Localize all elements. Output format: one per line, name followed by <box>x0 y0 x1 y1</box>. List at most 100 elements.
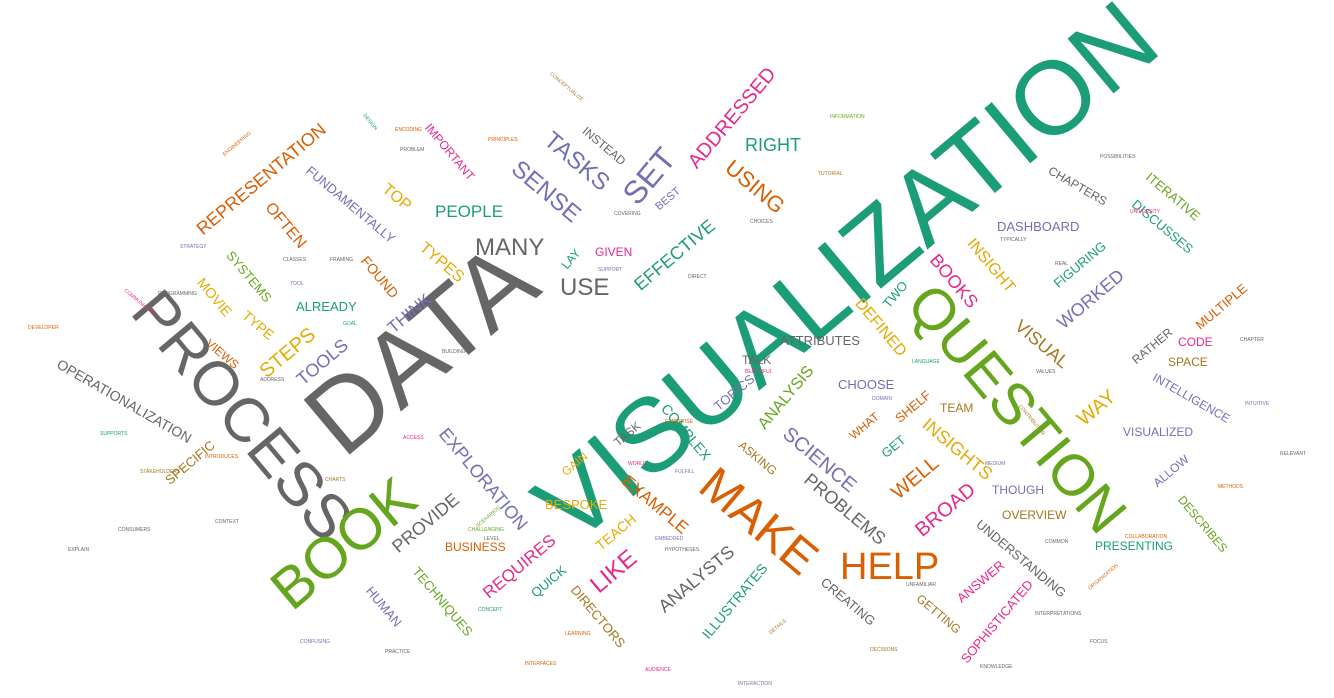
word: CONFUSING <box>300 639 330 645</box>
word: STRATEGY <box>180 244 207 250</box>
word: AUDIENCE <box>645 667 671 673</box>
word: INTELLIGENCE <box>1150 370 1233 426</box>
word: EFFECTIVE <box>630 215 719 295</box>
word: CONCEPT <box>478 607 503 613</box>
word: GET <box>878 432 909 461</box>
word: INTERACTION <box>738 681 772 687</box>
word: USING <box>720 154 790 219</box>
word: VALUES <box>1036 369 1056 375</box>
word: GOAL <box>343 321 357 327</box>
word: TOOL <box>290 281 304 287</box>
word: FULFILL <box>675 469 695 475</box>
word: BESPOKE <box>545 497 608 512</box>
word: CHOOSE <box>838 377 895 392</box>
word: UNIVERSITY <box>1130 209 1161 215</box>
word: ASKING <box>735 438 780 478</box>
word: LAY <box>558 246 584 272</box>
word: TOP <box>378 180 415 215</box>
word: PROGRAMMING <box>158 291 197 297</box>
word: ENGINEERING <box>221 130 253 158</box>
word: ADDRESSED <box>683 63 781 173</box>
word: BUSINESS <box>445 540 506 554</box>
word: GIVEN <box>595 245 633 259</box>
word: TYPICALLY <box>1000 237 1027 243</box>
word: USE <box>560 274 610 301</box>
word: MEDIUM <box>985 461 1006 467</box>
word: WORLD <box>628 461 647 467</box>
word: PEOPLE <box>435 202 504 221</box>
word: INTERPRETATIONS <box>1035 611 1082 617</box>
word: BROAD <box>911 478 980 542</box>
word: TUTORIAL <box>818 171 843 177</box>
word: RELEVANT <box>1280 451 1307 457</box>
word: INTRODUCES <box>205 454 239 460</box>
word: DOMAIN <box>872 396 892 402</box>
word: COVERING <box>614 211 641 217</box>
word: DESCRIBES <box>1175 492 1231 556</box>
word: HUMAN <box>362 583 405 630</box>
word: WELL <box>887 452 944 504</box>
word: OVERVIEW <box>1002 508 1067 522</box>
word: CHALLENGING <box>468 527 504 533</box>
word: REAL <box>1055 261 1069 267</box>
word: GETTING <box>913 591 964 637</box>
word: QUICK <box>527 562 570 601</box>
word: EXPLAIN <box>68 547 90 553</box>
word: LEVEL <box>484 536 500 542</box>
word: CHAPTER <box>1240 337 1264 343</box>
word: ENCODING <box>395 127 422 133</box>
word: LANGUAGE <box>912 359 940 365</box>
word: CONTEXT <box>215 519 239 525</box>
word: VISUALIZED <box>1123 425 1194 439</box>
word: SUPPORT <box>598 267 623 273</box>
word: LEARNING <box>565 631 591 637</box>
word: COMMON <box>1045 539 1069 545</box>
word: CHOICES <box>750 219 773 225</box>
word: ATTRIBUTES <box>780 333 860 348</box>
word: SCENARIOS <box>475 505 502 529</box>
word: EMBEDDED <box>655 536 684 542</box>
word: POSSIBILITIES <box>1100 154 1136 160</box>
word: CONCEPTUALIZE <box>548 71 585 103</box>
word: OFTEN <box>261 199 310 252</box>
word: TEAM <box>940 401 974 415</box>
word: THOUGH <box>992 483 1044 497</box>
word: COLLABORATION <box>1125 534 1168 540</box>
word: INTERFACES <box>525 661 557 667</box>
word: FOUND <box>357 252 403 302</box>
word: CLASSES <box>283 257 307 263</box>
word: PROBLEM <box>400 147 425 153</box>
word: SPECIFIC <box>162 437 218 488</box>
word: ACCESS <box>403 435 424 441</box>
word: KNOWLEDGE <box>980 664 1013 670</box>
word: ANSWER <box>953 557 1008 606</box>
word: MANY <box>475 234 545 261</box>
word: FUNDAMENTALLY <box>303 162 399 247</box>
word: DESIGN <box>361 112 379 132</box>
word: HYPOTHESES <box>665 547 700 553</box>
word: STAKEHOLDERS <box>140 469 181 475</box>
word: DECISIONS <box>870 647 898 653</box>
word: ALLOW <box>1150 452 1192 490</box>
word: INTUITIVE <box>1245 401 1270 407</box>
word: SYSTEMS <box>223 247 275 306</box>
word: ADDRESS <box>260 377 285 383</box>
word: MULTIPLE <box>1192 280 1251 333</box>
word: RIGHT <box>745 135 801 155</box>
word: WAY <box>1072 385 1121 431</box>
word: IMPORTANT <box>422 120 478 184</box>
word: UNFAMILIAR <box>906 582 937 588</box>
word: PRACTICE <box>385 649 411 655</box>
word: EXPERTISE <box>665 419 693 425</box>
word: CONSUMERS <box>118 527 151 533</box>
word: SUPPORTS <box>100 431 128 437</box>
word: DIRECT <box>688 274 707 280</box>
word: PRINCIPLES <box>488 137 518 143</box>
word: BEAUTIFUL <box>745 369 773 375</box>
word: METHODS <box>1218 484 1243 490</box>
word: CODE <box>1178 335 1213 349</box>
word: ORGANIZATION <box>1087 562 1120 592</box>
word: FOCUS <box>1090 639 1108 645</box>
word: CHARTS <box>325 477 346 483</box>
